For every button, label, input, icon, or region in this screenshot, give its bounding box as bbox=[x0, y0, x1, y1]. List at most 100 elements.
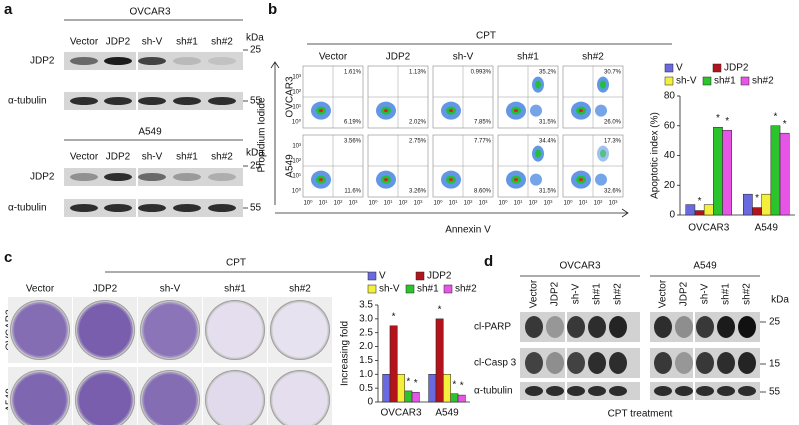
band bbox=[546, 386, 564, 396]
band bbox=[208, 97, 236, 105]
y-tick-label: 20 bbox=[664, 180, 676, 191]
flow-x-tick: 10⁰ bbox=[563, 200, 573, 207]
flow-x-tick: 10² bbox=[529, 201, 538, 207]
band bbox=[717, 352, 735, 374]
quadrant-percent: 32.6% bbox=[604, 189, 622, 195]
significance-mark: * bbox=[460, 381, 464, 392]
flow-x-tick: 10³ bbox=[349, 201, 358, 207]
panel-label: c bbox=[4, 249, 12, 266]
axis-title: Propidium Iodide bbox=[257, 97, 268, 172]
significance-mark: * bbox=[773, 111, 777, 122]
y-tick-label: 1.0 bbox=[359, 369, 373, 380]
lane-label: sh-V bbox=[142, 37, 163, 48]
lane-label: sh#1 bbox=[176, 37, 198, 48]
flow-x-tick: 10⁰ bbox=[498, 200, 508, 207]
band bbox=[208, 204, 236, 212]
x-tick-label: OVCAR3 bbox=[380, 408, 422, 419]
band bbox=[104, 204, 132, 212]
legend-swatch bbox=[367, 284, 377, 294]
legend-label: sh#1 bbox=[714, 76, 736, 87]
lane-label: sh-V bbox=[700, 283, 711, 304]
blot-strip bbox=[64, 92, 136, 110]
band bbox=[138, 57, 166, 65]
kda-label: kDa bbox=[771, 295, 789, 306]
treatment-label: CPT bbox=[226, 258, 246, 269]
dish-rim bbox=[270, 370, 330, 425]
quadrant-percent: 7.77% bbox=[474, 139, 492, 145]
legend-label: sh#2 bbox=[455, 284, 477, 295]
quadrant-percent: 1.13% bbox=[409, 70, 427, 76]
column-label: JDP2 bbox=[386, 52, 411, 63]
blot-strip bbox=[138, 52, 243, 70]
blot-strip bbox=[64, 52, 136, 70]
flow-x-tick: 10³ bbox=[479, 201, 488, 207]
band bbox=[525, 352, 543, 374]
legend-swatch bbox=[702, 76, 712, 86]
marker-label: 55 bbox=[250, 96, 262, 107]
legend-label: JDP2 bbox=[724, 63, 749, 74]
cell-cloud bbox=[600, 80, 606, 89]
quadrant-percent: 8.60% bbox=[474, 189, 492, 195]
band bbox=[654, 316, 672, 338]
panel-label: a bbox=[4, 1, 13, 18]
lane-label: JDP2 bbox=[679, 281, 690, 306]
bar bbox=[770, 125, 781, 216]
significance-mark: * bbox=[725, 116, 729, 127]
band bbox=[588, 316, 606, 338]
legend-label: sh#1 bbox=[417, 284, 439, 295]
band bbox=[675, 352, 693, 374]
lane-label: sh#2 bbox=[211, 152, 233, 163]
bar bbox=[382, 374, 391, 403]
lane-label: JDP2 bbox=[550, 281, 561, 306]
y-axis-title: Increasing fold bbox=[340, 321, 351, 386]
marker-label: 25 bbox=[250, 161, 262, 172]
band bbox=[567, 316, 585, 338]
y-tick-label: 2.0 bbox=[359, 341, 373, 352]
cell-cloud bbox=[514, 109, 518, 113]
band bbox=[104, 173, 132, 181]
band bbox=[696, 316, 714, 338]
bar bbox=[389, 325, 398, 403]
dish-rim bbox=[140, 300, 200, 360]
band bbox=[717, 316, 735, 338]
cell-cloud bbox=[449, 178, 453, 182]
panel-label: d bbox=[484, 253, 493, 270]
legend-swatch bbox=[712, 63, 722, 73]
cell-cloud bbox=[530, 104, 542, 117]
flow-x-tick: 10² bbox=[334, 201, 343, 207]
quadrant-percent: 6.19% bbox=[344, 120, 362, 126]
row-label: JDP2 bbox=[30, 56, 55, 67]
flow-x-tick: 10¹ bbox=[384, 201, 393, 207]
cell-cloud bbox=[535, 80, 541, 89]
row-label: JDP2 bbox=[30, 172, 55, 183]
band bbox=[696, 352, 714, 374]
lane-label: sh#2 bbox=[742, 283, 753, 305]
lane-label: sh-V bbox=[142, 152, 163, 163]
flow-x-tick: 10³ bbox=[544, 201, 553, 207]
flow-x-tick: 10³ bbox=[414, 201, 423, 207]
dish-rim bbox=[205, 370, 265, 425]
cell-line-title: A549 bbox=[138, 127, 162, 138]
row-label: α-tubulin bbox=[8, 96, 47, 107]
cell-cloud bbox=[384, 178, 388, 182]
footer-label: CPT treatment bbox=[608, 409, 673, 420]
row-label: α-tubulin bbox=[474, 386, 513, 397]
band bbox=[70, 173, 98, 181]
band bbox=[546, 352, 564, 374]
significance-mark: * bbox=[698, 196, 702, 207]
significance-mark: * bbox=[783, 119, 787, 130]
column-label: sh-V bbox=[453, 52, 474, 63]
cell-cloud bbox=[595, 173, 607, 186]
quadrant-percent: 26.0% bbox=[604, 120, 622, 126]
cell-cloud bbox=[595, 104, 607, 117]
flow-y-tick: 10⁰ bbox=[292, 188, 302, 195]
band bbox=[738, 316, 756, 338]
legend-label: sh#2 bbox=[752, 76, 774, 87]
cell-cloud bbox=[449, 109, 453, 113]
y-tick-label: 0 bbox=[669, 210, 675, 221]
lane-label: sh-V bbox=[571, 283, 582, 304]
marker-label: 25 bbox=[250, 45, 262, 56]
significance-mark: * bbox=[414, 378, 418, 389]
band bbox=[675, 316, 693, 338]
